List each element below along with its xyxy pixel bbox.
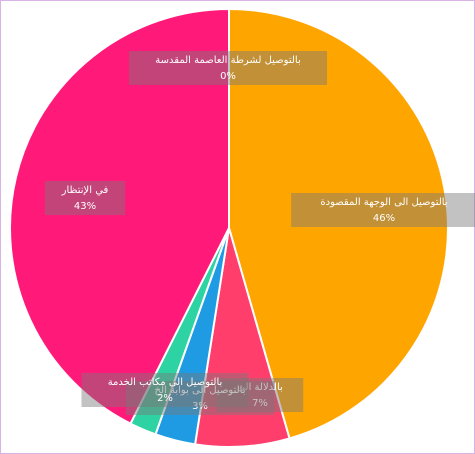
- slice-label: بالتوصيل الى الوجهة المقصودة 46%: [291, 193, 475, 227]
- slice-value-label: 3%: [192, 401, 208, 412]
- slice-category-label: بالدلالة الى: [237, 382, 283, 393]
- slice-label: بالدلالة الى 7%: [216, 378, 304, 412]
- slice-category-label: بالتوصيل الى مكاتب الخدمة: [108, 377, 223, 388]
- slice-category-label: بالتوصيل الى بوابة الخ: [155, 385, 246, 396]
- pie-slice: [9, 7, 230, 425]
- slice-value-label: 0%: [220, 71, 236, 82]
- slice-label: بالتوصيل لشرطة العاصمة المقدسة 0%: [129, 51, 327, 85]
- slice-label-box: [129, 51, 327, 85]
- slice-value-label: 46%: [373, 213, 395, 224]
- slice-category-label: بالتوصيل لشرطة العاصمة المقدسة: [155, 55, 300, 66]
- pie-slice: [228, 7, 450, 440]
- slice-value-label: 7%: [252, 398, 268, 409]
- slice-label-box: [44, 181, 126, 215]
- slice-category-label: في الإنتظار: [61, 185, 109, 196]
- slice-label-box: [81, 373, 249, 407]
- slice-label-box: [125, 381, 275, 415]
- slice-label: بالتوصيل الى مكاتب الخدمة 2%: [81, 373, 249, 407]
- slice-category-label: بالتوصيل الى الوجهة المقصودة: [320, 197, 447, 208]
- slice-label: في الإنتظار 43%: [44, 181, 126, 215]
- slice-label: بالتوصيل الى بوابة الخ 3%: [125, 381, 275, 415]
- slice-label-box: [216, 378, 304, 412]
- slice-label-box: [291, 193, 475, 227]
- slice-value-label: 2%: [157, 393, 173, 404]
- slice-value-label: 43%: [74, 201, 96, 212]
